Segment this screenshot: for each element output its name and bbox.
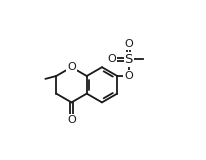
Text: O: O: [124, 39, 132, 49]
Text: O: O: [67, 115, 76, 125]
Text: O: O: [67, 62, 76, 72]
Text: S: S: [124, 53, 132, 66]
Text: O: O: [107, 54, 115, 64]
Text: O: O: [124, 71, 132, 81]
